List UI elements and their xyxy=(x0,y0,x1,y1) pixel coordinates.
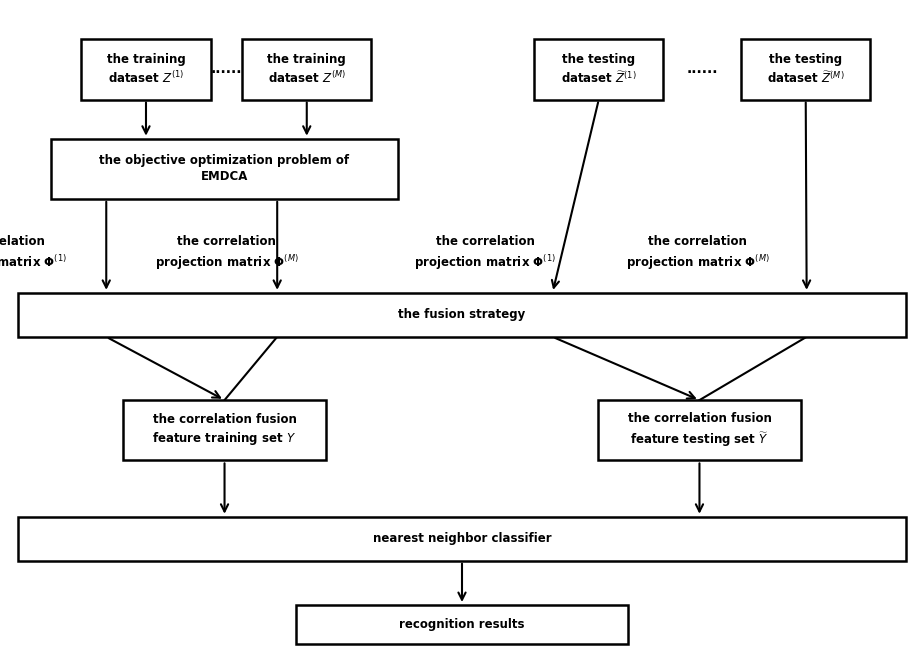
Text: the objective optimization problem of
EMDCA: the objective optimization problem of EM… xyxy=(100,154,349,184)
Text: the testing
dataset $\widetilde{Z}^{(1)}$: the testing dataset $\widetilde{Z}^{(1)}… xyxy=(561,53,637,86)
FancyBboxPatch shape xyxy=(81,39,211,99)
FancyBboxPatch shape xyxy=(741,39,870,99)
FancyBboxPatch shape xyxy=(18,517,906,561)
FancyBboxPatch shape xyxy=(123,400,326,460)
Text: the training
dataset $Z^{(1)}$: the training dataset $Z^{(1)}$ xyxy=(106,53,186,86)
Text: nearest neighbor classifier: nearest neighbor classifier xyxy=(372,532,552,545)
Text: the correlation
projection matrix $\boldsymbol{\Phi}^{(M)}$: the correlation projection matrix $\bold… xyxy=(154,236,298,272)
Text: recognition results: recognition results xyxy=(399,618,525,631)
FancyBboxPatch shape xyxy=(18,293,906,337)
Text: the testing
dataset $\widetilde{Z}^{(M)}$: the testing dataset $\widetilde{Z}^{(M)}… xyxy=(767,53,845,86)
Text: the correlation
projection matrix $\boldsymbol{\Phi}^{(M)}$: the correlation projection matrix $\bold… xyxy=(626,236,770,272)
Text: the correlation
projection matrix $\boldsymbol{\Phi}^{(1)}$: the correlation projection matrix $\bold… xyxy=(0,236,67,272)
FancyBboxPatch shape xyxy=(598,400,801,460)
Text: the correlation fusion
feature training set $Y$: the correlation fusion feature training … xyxy=(152,413,297,447)
Text: ......: ...... xyxy=(211,62,242,77)
Text: the correlation
projection matrix $\boldsymbol{\Phi}^{(1)}$: the correlation projection matrix $\bold… xyxy=(414,236,556,272)
FancyBboxPatch shape xyxy=(296,605,628,644)
FancyBboxPatch shape xyxy=(242,39,371,99)
Text: the training
dataset $Z^{(M)}$: the training dataset $Z^{(M)}$ xyxy=(267,53,346,86)
Text: the correlation fusion
feature testing set $\widetilde{Y}$: the correlation fusion feature testing s… xyxy=(627,412,772,448)
Text: the fusion strategy: the fusion strategy xyxy=(398,308,526,321)
FancyBboxPatch shape xyxy=(51,139,397,199)
Text: ......: ...... xyxy=(687,62,718,77)
FancyBboxPatch shape xyxy=(534,39,663,99)
